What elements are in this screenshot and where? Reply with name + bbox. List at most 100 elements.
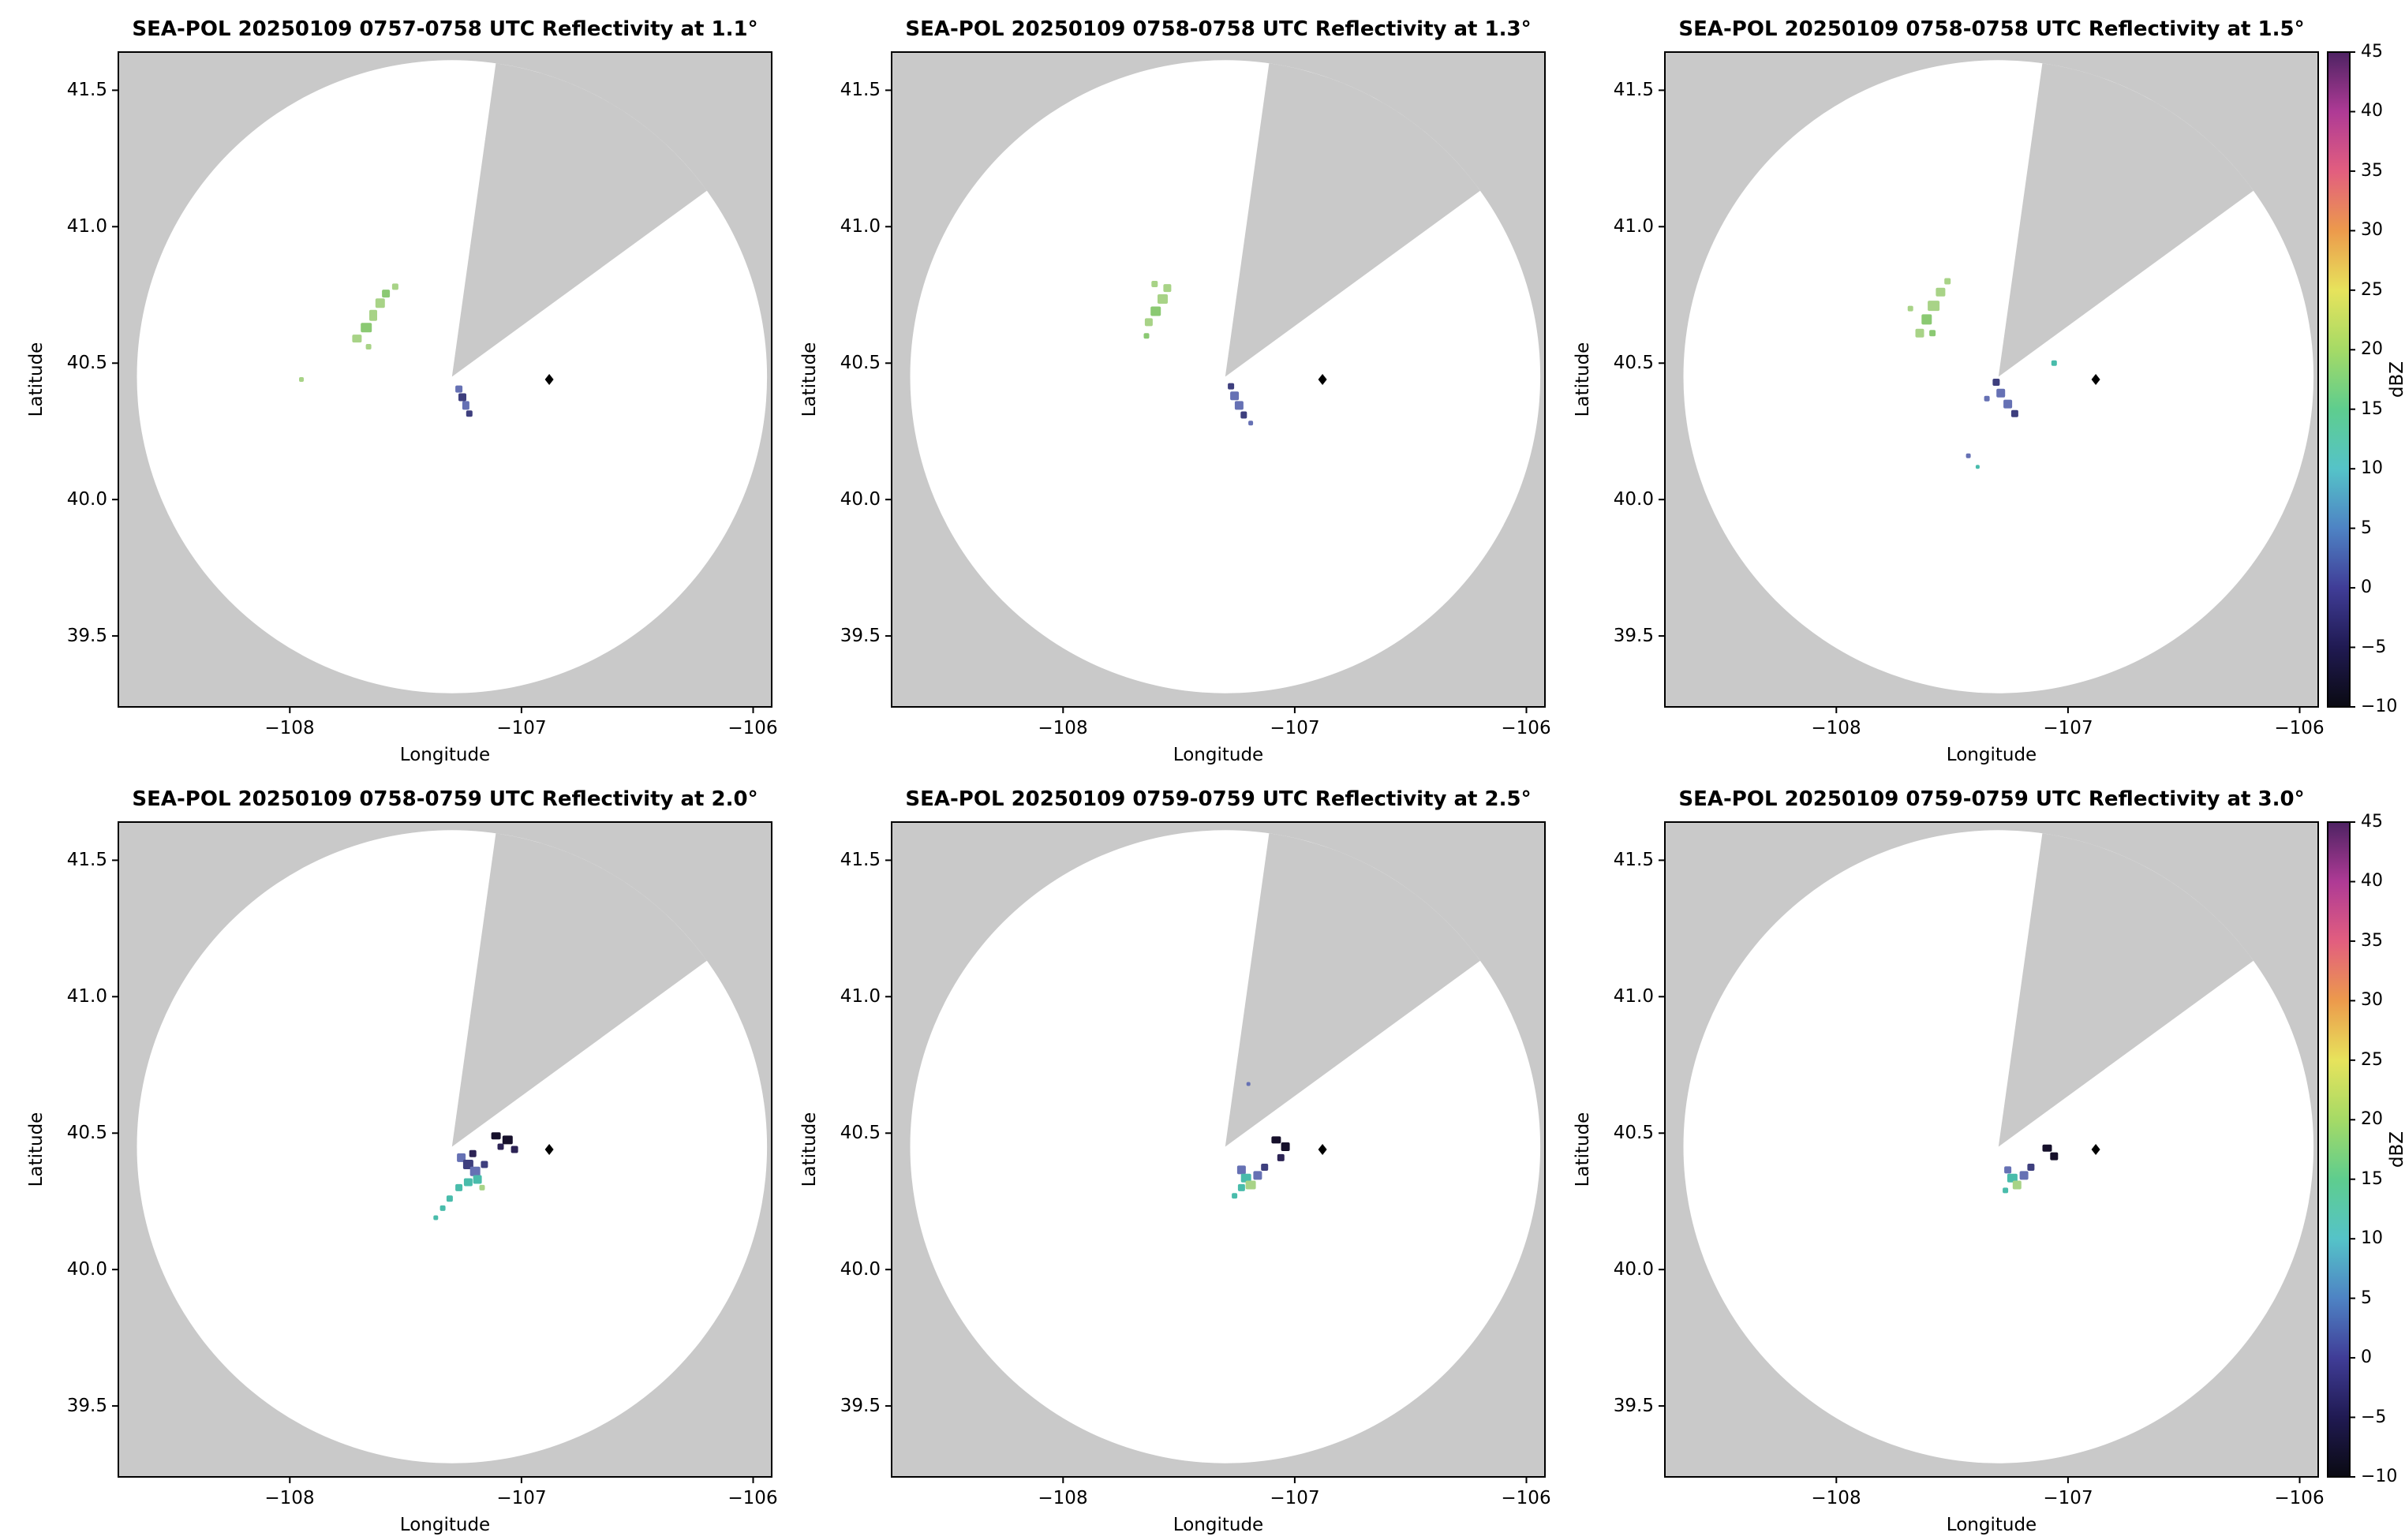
radar-panel-5: SEA-POL 20250109 0759-0759 UTC Reflectiv… [799,770,1551,1540]
colorbar-tick-label: 30 [2361,220,2383,240]
panel-title: SEA-POL 20250109 0759-0759 UTC Reflectiv… [1678,787,2305,811]
y-tick-label: 39.5 [66,1396,107,1416]
colorbar-tick-label: 0 [2361,578,2372,597]
panel-title: SEA-POL 20250109 0759-0759 UTC Reflectiv… [905,787,1532,811]
y-tick-label: 41.0 [66,986,107,1007]
x-axis-label: Longitude [1173,1515,1264,1535]
y-tick-label: 40.5 [1613,1123,1654,1143]
x-tick-label: −107 [2043,718,2093,738]
y-tick-label: 41.5 [1613,850,1654,870]
radar-ppi-plot [1659,821,2319,1483]
x-tick-label: −107 [496,1488,547,1508]
colorbar-tick-label: −10 [2361,1467,2398,1486]
colorbar-tick-label: 5 [2361,1288,2372,1308]
x-tick-label: −106 [2274,1488,2325,1508]
x-axis-label: Longitude [1946,1515,2037,1535]
x-tick-label: −106 [727,718,778,738]
y-tick-label: 39.5 [1613,626,1654,646]
colorbar-tick-label: 15 [2361,1169,2383,1189]
y-tick-label: 41.5 [1613,80,1654,100]
y-tick-label: 41.5 [66,850,107,870]
y-tick-label: 39.5 [840,1396,881,1416]
y-tick-label: 40.5 [1613,353,1654,373]
y-tick-label: 39.5 [1613,1396,1654,1416]
colorbar-tick-label: 40 [2361,871,2383,891]
y-tick-label: 39.5 [840,626,881,646]
y-tick-label: 40.5 [840,1123,881,1143]
colorbar-tick-label: −10 [2361,697,2398,716]
colorbar-tick-label: 30 [2361,990,2383,1010]
radar-panel-6: SEA-POL 20250109 0759-0759 UTC Reflectiv… [1573,770,2325,1540]
y-tick-label: 41.0 [840,216,881,237]
x-tick-label: −106 [727,1488,778,1508]
colorbar-tick-label: 40 [2361,101,2383,121]
colorbar-tick-label: 5 [2361,518,2372,538]
colorbar-tick-label: 35 [2361,931,2383,951]
radar-ppi-plot [1659,51,2319,713]
y-tick-label: 40.0 [66,1259,107,1280]
colorbar-dbz-bottom: 45 40 35 30 25 20 15 10 5 0 −5 −10 dBZ [2327,770,2405,1540]
x-axis-label: Longitude [399,745,491,765]
radar-ppi-plot [112,821,772,1483]
figure-row-top: SEA-POL 20250109 0757-0758 UTC Reflectiv… [26,0,2405,770]
y-tick-label: 40.0 [66,489,107,510]
colorbar-tick-label: −5 [2361,1407,2387,1427]
y-tick-label: 40.5 [66,1123,107,1143]
radar-panel-1: SEA-POL 20250109 0757-0758 UTC Reflectiv… [26,0,778,770]
y-tick-label: 41.5 [840,850,881,870]
y-tick-label: 41.5 [840,80,881,100]
x-tick-label: −107 [2043,1488,2093,1508]
colorbar-tick-label: 10 [2361,1228,2383,1248]
y-tick-label: 40.0 [840,1259,881,1280]
y-tick-label: 41.0 [1613,216,1654,237]
x-tick-label: −108 [1038,1488,1088,1508]
y-tick-label: 39.5 [66,626,107,646]
radar-panel-2: SEA-POL 20250109 0758-0758 UTC Reflectiv… [799,0,1551,770]
x-tick-label: −108 [1038,718,1088,738]
colorbar-tick-label: 10 [2361,458,2383,478]
colorbar-tick-label: 15 [2361,399,2383,419]
x-tick-label: −106 [1501,718,1551,738]
colorbar-tick-label: 25 [2361,1050,2383,1070]
colorbar-gradient [2327,821,2355,1478]
panel-title: SEA-POL 20250109 0758-0758 UTC Reflectiv… [905,17,1532,41]
y-tick-label: 41.0 [840,986,881,1007]
x-tick-label: −108 [264,1488,315,1508]
x-tick-label: −108 [1811,1488,1861,1508]
colorbar-dbz-top: 45 40 35 30 25 20 15 10 5 0 −5 −10 dBZ [2327,0,2405,770]
x-tick-label: −108 [1811,718,1861,738]
panel-title: SEA-POL 20250109 0758-0758 UTC Reflectiv… [1678,17,2305,41]
colorbar-tick-label: 35 [2361,161,2383,181]
radar-panel-4: SEA-POL 20250109 0758-0759 UTC Reflectiv… [26,770,778,1540]
y-tick-label: 40.5 [840,353,881,373]
radar-panel-3: SEA-POL 20250109 0758-0758 UTC Reflectiv… [1573,0,2325,770]
radar-ppi-plot [885,821,1546,1483]
colorbar-tick-label: 20 [2361,339,2383,359]
radar-ppi-plot [885,51,1546,713]
radar-ppi-plot [112,51,772,713]
panel-title: SEA-POL 20250109 0757-0758 UTC Reflectiv… [132,17,758,41]
x-tick-label: −106 [2274,718,2325,738]
x-tick-label: −107 [496,718,547,738]
colorbar-tick-label: 45 [2361,812,2383,832]
colorbar-unit-label: dBZ [2387,1131,2405,1168]
colorbar-tick-label: −5 [2361,637,2387,657]
colorbar-gradient [2327,51,2355,708]
x-tick-label: −106 [1501,1488,1551,1508]
colorbar-tick-label: 0 [2361,1348,2372,1367]
x-tick-label: −108 [264,718,315,738]
colorbar-unit-label: dBZ [2387,361,2405,398]
figure-row-bottom: SEA-POL 20250109 0758-0759 UTC Reflectiv… [0,770,2405,1540]
x-tick-label: −107 [1270,1488,1320,1508]
y-tick-label: 40.0 [1613,1259,1654,1280]
x-tick-label: −107 [1270,718,1320,738]
y-tick-label: 41.0 [1613,986,1654,1007]
y-tick-label: 40.0 [1613,489,1654,510]
colorbar-tick-label: 20 [2361,1109,2383,1129]
colorbar-tick-label: 45 [2361,42,2383,62]
y-tick-label: 41.0 [66,216,107,237]
y-tick-label: 41.5 [66,80,107,100]
colorbar-tick-label: 25 [2361,280,2383,300]
x-axis-label: Longitude [1173,745,1264,765]
panel-title: SEA-POL 20250109 0758-0759 UTC Reflectiv… [132,787,758,811]
